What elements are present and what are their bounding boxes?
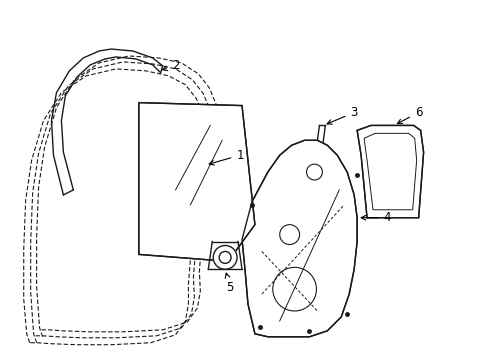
Text: 3: 3	[326, 106, 357, 124]
Text: 2: 2	[162, 59, 179, 72]
Text: 6: 6	[397, 106, 422, 123]
Polygon shape	[356, 125, 423, 218]
Circle shape	[213, 246, 237, 269]
Polygon shape	[139, 103, 254, 261]
Circle shape	[306, 164, 322, 180]
Circle shape	[272, 267, 316, 311]
Polygon shape	[242, 140, 356, 337]
Circle shape	[279, 225, 299, 244]
Text: 4: 4	[361, 211, 390, 224]
Text: 1: 1	[209, 149, 244, 165]
Circle shape	[219, 251, 231, 264]
Text: 5: 5	[225, 273, 233, 294]
